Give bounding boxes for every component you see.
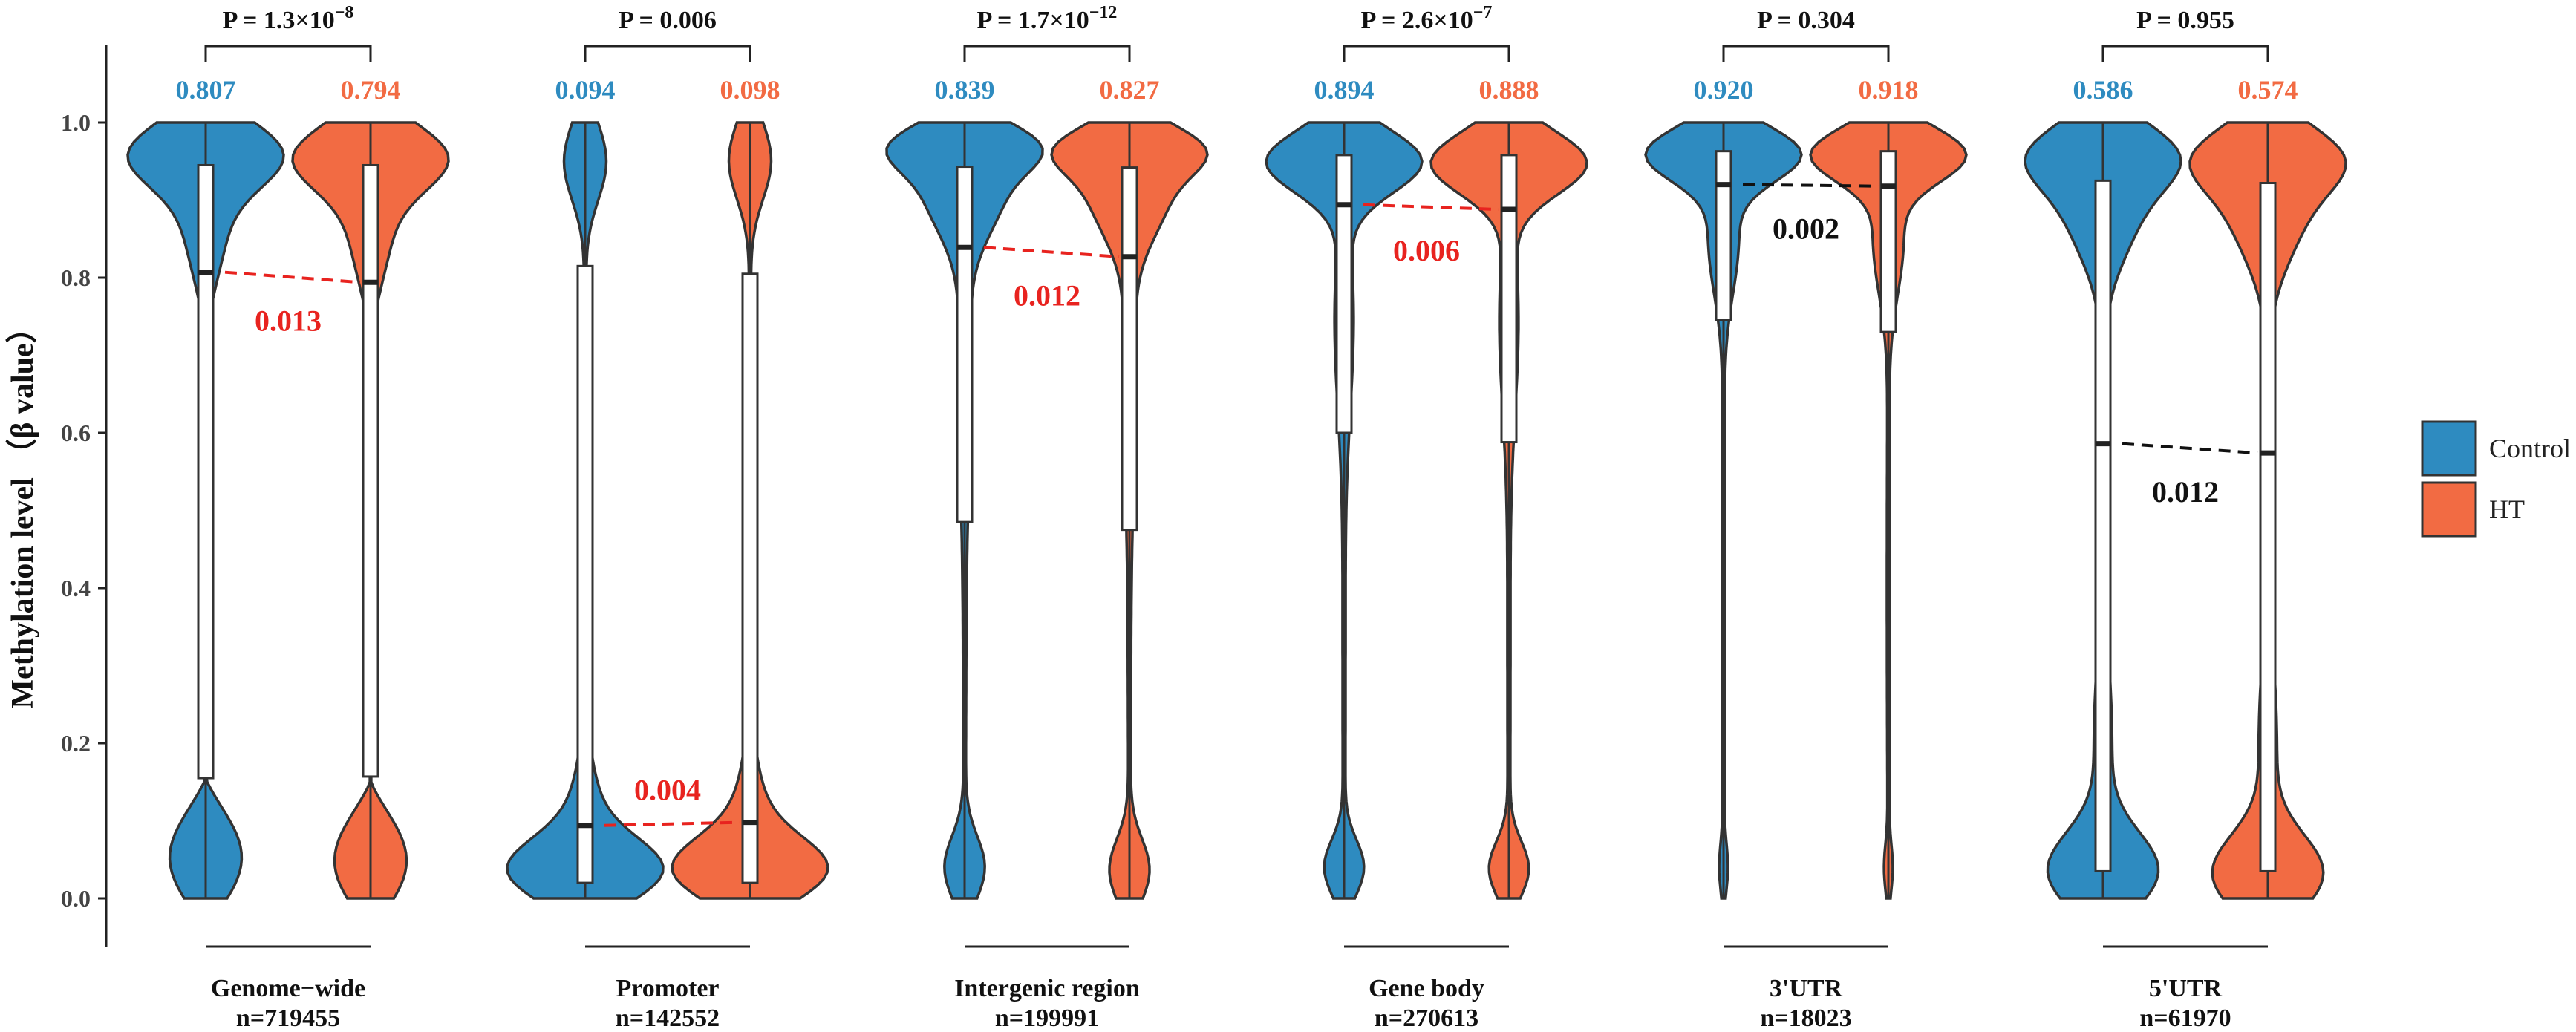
y-tick-label: 0.4 <box>61 575 91 601</box>
significance-bracket <box>2101 45 2269 62</box>
median-diff-label: 0.013 <box>255 304 322 337</box>
box-control <box>1715 150 1732 321</box>
median-label-control: 0.094 <box>555 75 616 105</box>
box-control <box>956 166 974 523</box>
legend-label: HT <box>2489 494 2525 524</box>
y-tick-label: 0.2 <box>61 730 91 757</box>
box-control <box>1335 154 1353 434</box>
group-n-label: n=199991 <box>995 1005 1099 1032</box>
legend-label: Control <box>2489 434 2571 463</box>
group-n-label: n=61970 <box>2139 1005 2231 1032</box>
median-label-control: 0.807 <box>176 75 236 105</box>
median-label-control: 0.894 <box>1314 75 1375 105</box>
median-diff-label: 0.004 <box>634 774 701 807</box>
group-name-label: Gene body <box>1369 975 1484 1002</box>
significance-bracket <box>204 45 372 62</box>
median-label-ht: 0.888 <box>1479 75 1539 105</box>
median-diff-line <box>2122 442 2258 455</box>
p-value-label: P = 0.006 <box>619 7 717 34</box>
median-diff-label: 0.012 <box>1014 279 1080 313</box>
group-n-label: n=142552 <box>616 1005 720 1032</box>
y-axis-title: Methylation level （β value） <box>5 312 40 708</box>
significance-bracket <box>963 45 1131 62</box>
median-diff-line <box>224 270 361 284</box>
median-label-control: 0.920 <box>1694 75 1754 105</box>
box-control <box>576 264 594 884</box>
median-label-control: 0.839 <box>935 75 995 105</box>
median-label-control: 0.586 <box>2073 75 2133 105</box>
median-label-ht: 0.918 <box>1859 75 1919 105</box>
box-ht <box>2259 182 2277 872</box>
box-ht <box>1121 166 1138 532</box>
legend: Control HT <box>2421 420 2571 538</box>
p-value-label: P = 1.7×10−12 <box>977 3 1118 34</box>
median-label-ht: 0.827 <box>1100 75 1160 105</box>
box-ht <box>1879 150 1897 333</box>
group-name-label: 5'UTR <box>2149 975 2223 1002</box>
group-n-label: n=270613 <box>1375 1005 1478 1032</box>
median-diff-line <box>1363 203 1499 212</box>
box-ht <box>1500 154 1518 444</box>
significance-bracket <box>1722 45 1890 62</box>
y-tick-label: 0.6 <box>61 419 91 446</box>
median-label-ht: 0.098 <box>720 75 780 105</box>
box-control <box>2094 179 2112 872</box>
y-axis: 0.0 0.2 0.4 0.6 0.8 1.0 Methylation level （β v… <box>5 45 108 947</box>
median-diff-label: 0.012 <box>2152 475 2219 509</box>
median-diff-line <box>1742 183 1879 188</box>
group-name-label: Genome−wide <box>211 975 365 1002</box>
median-diff-line <box>604 820 740 827</box>
significance-bracket <box>1343 45 1510 62</box>
group-n-label: n=18023 <box>1760 1005 1851 1032</box>
p-value-label: P = 0.955 <box>2136 7 2234 34</box>
group-n-label: n=719455 <box>236 1005 340 1032</box>
p-value-label: P = 1.3×10−8 <box>223 3 354 34</box>
y-tick-label: 0.8 <box>61 264 91 291</box>
group-name-label: Promoter <box>616 975 719 1002</box>
box-ht <box>741 272 759 884</box>
group-name-label: 3'UTR <box>1770 975 1843 1002</box>
median-diff-label: 0.006 <box>1393 234 1460 267</box>
box-control <box>197 163 215 780</box>
y-tick-label: 1.0 <box>61 109 91 136</box>
median-diff-line <box>983 246 1120 258</box>
annotations: 0.807 0.794 0.013 P = 1.3×10−8 Genome−wide n=… <box>176 3 2298 1032</box>
p-value-label: P = 0.304 <box>1757 7 1855 34</box>
median-label-ht: 0.574 <box>2238 75 2298 105</box>
y-tick-label: 0.0 <box>61 885 91 912</box>
significance-bracket <box>584 45 751 62</box>
group-name-label: Intergenic region <box>954 975 1140 1002</box>
p-value-label: P = 2.6×10−7 <box>1361 3 1493 34</box>
legend-swatch <box>2421 481 2477 538</box>
box-ht <box>362 163 379 778</box>
violin-plots <box>126 121 2347 900</box>
median-diff-label: 0.002 <box>1773 212 1839 246</box>
legend-swatch <box>2421 420 2477 477</box>
median-label-ht: 0.794 <box>341 75 401 105</box>
